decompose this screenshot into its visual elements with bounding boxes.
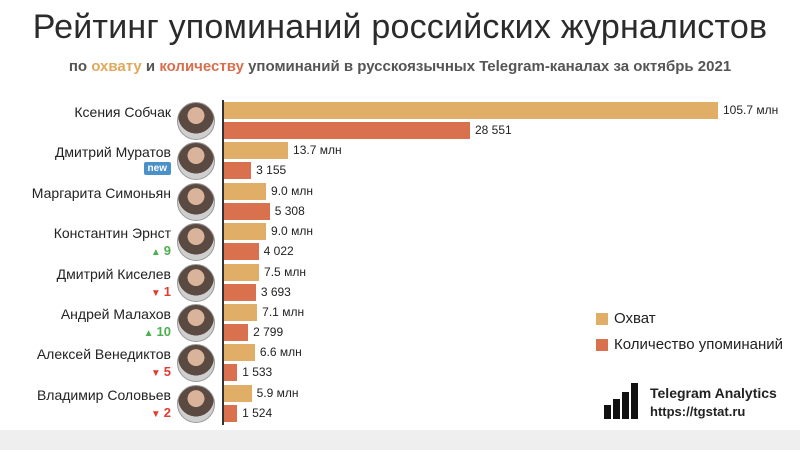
legend-swatch-reach — [596, 313, 608, 325]
chart-row: Ксения Собчак 105.7 млн 28 551 — [0, 101, 800, 142]
bar-reach — [224, 223, 267, 241]
data-label-reach: 5.9 млн — [256, 385, 299, 400]
arrow-down-icon: ▼ — [150, 368, 161, 380]
avatar — [177, 142, 215, 181]
chart-row: Владимир Соловьев ▼ 2 5.9 млн 1 524 — [0, 384, 800, 425]
bar-reach — [224, 102, 718, 119]
data-label-count: 1 533 — [242, 365, 273, 380]
data-label-reach: 7.1 млн — [262, 305, 305, 319]
category-label: Андрей Малахов — [60, 306, 171, 322]
rank-change-down: ▼ 5 — [151, 364, 171, 379]
rank-change-value: 9 — [163, 243, 171, 259]
data-label-count: 2 799 — [253, 325, 284, 339]
bar-count — [224, 243, 259, 261]
bar-reach — [224, 182, 267, 200]
rank-change-down: ▼ 2 — [151, 405, 171, 420]
bar-reach — [224, 263, 260, 281]
bar-count — [224, 122, 470, 139]
data-label-count: 28 551 — [475, 123, 512, 137]
bar-reach — [224, 344, 255, 362]
brand-url[interactable]: https://tgstat.ru — [650, 404, 746, 419]
data-label-reach: 9.0 млн — [271, 224, 313, 239]
data-label-reach: 105.7 млн — [723, 103, 779, 117]
chart-row: Константин Эрнст ▲ 9 9.0 млн 4 022 — [0, 222, 800, 263]
bar-chart-logo-icon — [604, 383, 638, 419]
rank-change-up: ▲ 10 — [144, 324, 171, 339]
chart-row: Дмитрий Киселев ▼ 1 7.5 млн 3 693 — [0, 263, 800, 304]
new-badge: new — [143, 162, 171, 176]
subtitle-count-word: количеству — [159, 58, 244, 75]
brand-name: Telegram Analytics — [650, 385, 777, 401]
legend-swatch-count — [596, 339, 608, 351]
subtitle-suffix: упоминаний в русскоязычных Telegram-кана… — [243, 58, 732, 75]
rank-change-value: 1 — [163, 283, 171, 299]
rank-change-value: 2 — [163, 404, 171, 420]
bar-count — [224, 283, 256, 301]
category-label: Владимир Соловьев — [36, 386, 171, 403]
arrow-down-icon: ▼ — [150, 408, 161, 420]
category-label: Константин Эрнст — [53, 225, 171, 242]
avatar — [177, 223, 215, 262]
subtitle-prefix: по — [68, 58, 92, 75]
subtitle-reach-word: охвату — [91, 58, 142, 75]
rank-change-up: ▲ 9 — [151, 243, 171, 258]
bar-count — [224, 404, 238, 422]
category-label: Ксения Собчак — [74, 104, 171, 120]
legend-label-count: Количество упоминаний — [614, 336, 784, 353]
data-label-count: 4 022 — [263, 244, 294, 259]
arrow-down-icon: ▼ — [150, 287, 161, 299]
avatar — [177, 102, 215, 140]
chart-row: Дмитрий Муратов new 13.7 млн 3 155 — [0, 141, 800, 182]
category-label: Дмитрий Киселев — [56, 265, 171, 282]
rank-change-value: 5 — [163, 364, 171, 380]
data-label-count: 1 524 — [242, 405, 273, 420]
avatar — [177, 304, 215, 342]
data-label-count: 3 693 — [260, 284, 291, 299]
bar-reach — [224, 384, 252, 402]
category-label: Алексей Венедиктов — [36, 346, 171, 363]
chart-title: Рейтинг упоминаний российских журналисто… — [32, 8, 768, 46]
bar-reach — [224, 142, 289, 160]
chart-row: Алексей Венедиктов ▼ 5 6.6 млн 1 533 — [0, 343, 800, 384]
data-label-reach: 9.0 млн — [271, 183, 313, 198]
bottom-strip — [0, 430, 800, 450]
data-label-reach: 7.5 млн — [264, 264, 306, 279]
data-label-count: 3 155 — [256, 163, 287, 178]
category-label: Дмитрий Муратов — [54, 144, 171, 161]
arrow-up-icon: ▲ — [143, 328, 154, 339]
bar-count — [224, 324, 249, 341]
brand-block: Telegram Analytics https://tgstat.ru — [604, 383, 794, 423]
data-label-count: 5 308 — [274, 203, 305, 218]
avatar — [177, 263, 215, 302]
avatar — [177, 384, 215, 423]
data-label-reach: 13.7 млн — [293, 143, 342, 158]
category-label: Маргарита Симоньян — [31, 184, 171, 201]
arrow-up-icon: ▲ — [150, 247, 161, 259]
avatar — [177, 182, 215, 221]
bar-count — [224, 202, 270, 220]
chart-axis-line — [222, 100, 224, 425]
bar-count — [224, 364, 238, 382]
subtitle-and: и — [141, 58, 160, 75]
chart-subtitle: по охвату и количеству упоминаний в русс… — [0, 58, 800, 75]
avatar — [177, 344, 215, 383]
rank-change-down: ▼ 1 — [151, 284, 171, 299]
bar-reach — [224, 304, 258, 321]
chart-row: Маргарита Симоньян 9.0 млн 5 308 — [0, 182, 800, 223]
bar-count — [224, 162, 252, 180]
data-label-reach: 6.6 млн — [259, 345, 302, 360]
legend-label-reach: Охват — [614, 310, 656, 327]
chart-row: Андрей Малахов ▲ 10 7.1 млн 2 799 — [0, 303, 800, 344]
rank-change-value: 10 — [156, 324, 171, 339]
